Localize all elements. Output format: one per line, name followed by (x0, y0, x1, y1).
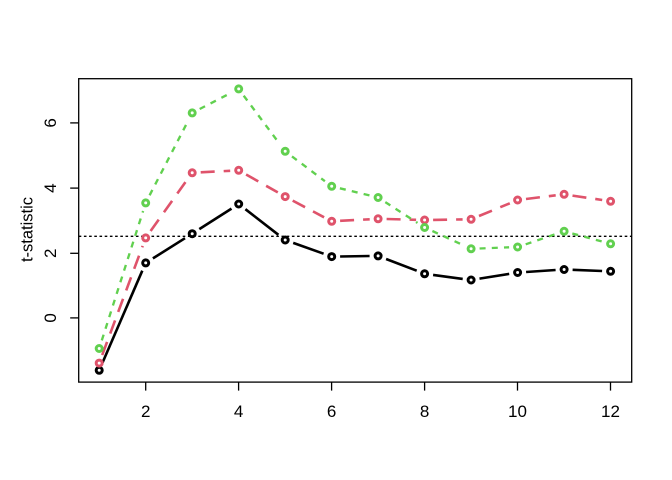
svg-text:10: 10 (508, 402, 527, 421)
svg-text:2: 2 (141, 402, 150, 421)
svg-text:t-statistic: t-statistic (19, 197, 37, 262)
svg-text:4: 4 (234, 402, 243, 421)
svg-text:12: 12 (601, 402, 620, 421)
svg-text:6: 6 (327, 402, 336, 421)
svg-text:0: 0 (41, 313, 60, 322)
svg-text:4: 4 (41, 183, 60, 192)
svg-text:2: 2 (41, 249, 60, 258)
svg-text:8: 8 (420, 402, 429, 421)
svg-text:6: 6 (41, 118, 60, 127)
